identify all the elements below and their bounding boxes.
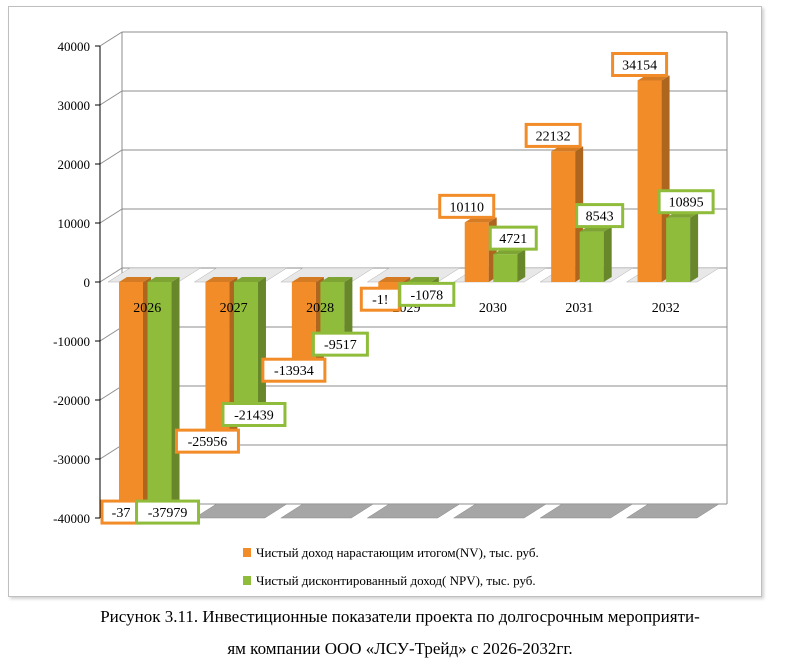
gridline-depth	[99, 444, 123, 460]
bar-npv-2028-front	[320, 282, 345, 339]
bar-npv-2031-front	[579, 231, 604, 282]
bar-nv-2026	[119, 277, 152, 507]
data-label-nv-2031: 22132	[536, 129, 571, 144]
bar-nv-2032	[637, 75, 670, 283]
data-label-npv-2027: -21439	[234, 408, 274, 423]
data-label-npv-2032: 10895	[669, 196, 704, 211]
floor-segment	[366, 503, 461, 519]
bar-npv-2030-side	[517, 249, 526, 282]
bar-npv-2027-side	[257, 277, 266, 409]
data-label-nv-2031-box	[524, 122, 582, 148]
bar-npv-2031-side	[603, 226, 612, 282]
legend-label-npv: Чистый дисконтированный доход( NPV), тыс…	[256, 573, 536, 588]
bar-npv-2027-top	[233, 277, 266, 282]
x-tick-label: 2032	[652, 301, 680, 316]
gridline-depth	[99, 31, 123, 47]
data-label-nv-2028: -13934	[274, 364, 314, 379]
legend-swatch-npv	[243, 576, 251, 585]
floor-segment	[539, 503, 634, 519]
bar-npv-2030-front	[493, 254, 518, 282]
floor-segment	[279, 503, 375, 519]
bar-nv-2031-front	[551, 151, 576, 282]
data-label-npv-2031-box	[575, 203, 625, 229]
bar-nv-2026-front	[119, 282, 144, 507]
y-tick-label: -20000	[53, 393, 90, 408]
bar-npv-2032-side	[690, 212, 699, 282]
bar-nv-2026-top	[119, 277, 152, 282]
bar-npv-2029-top	[406, 277, 439, 282]
y-tick-label: -40000	[53, 511, 90, 526]
bar-nv-2032-front	[637, 80, 662, 283]
y-tick-label: 20000	[58, 157, 91, 172]
data-label-nv-2027: -25956	[188, 435, 228, 450]
data-label-npv-2032-box	[657, 189, 715, 215]
legend-label-nv: Чистый доход нарастающим итогом(NV), тыс…	[256, 545, 539, 560]
bar-npv-2026	[147, 277, 180, 507]
figure-caption-line-2: ям компании ООО «ЛСУ-Трейд» с 2026-2032г…	[227, 639, 573, 658]
data-label-nv-2027-box	[174, 428, 240, 454]
gridline-depth	[99, 267, 123, 283]
bar-npv-2028-side	[344, 277, 353, 339]
bar-nv-2030-front	[464, 222, 489, 282]
bar-npv-2027-front	[233, 282, 258, 409]
bar-nv-2027-top	[205, 277, 238, 282]
x-tick-label: 2030	[479, 301, 507, 316]
y-tick-label: 30000	[58, 98, 91, 113]
data-label-nv-2029: -1!	[372, 293, 388, 308]
data-label-npv-2030-box	[488, 225, 538, 251]
bar-nv-2028-front	[291, 282, 316, 365]
data-label-nv-2026: -37	[112, 506, 131, 521]
bar-npv-2026-top	[147, 277, 180, 282]
x-tick-label: 2028	[306, 301, 334, 316]
axis-layer: 40000 30000 20000 10000 0 -10000 -20000 -30000 -…	[53, 39, 101, 526]
data-label-nv-2030: 10110	[449, 200, 483, 215]
bar-npv-2030	[493, 249, 526, 282]
y-tick-label: 0	[84, 275, 91, 290]
data-label-npv-2029-box	[398, 281, 456, 307]
gridline-depth	[99, 149, 123, 165]
gridline-depth	[99, 90, 123, 106]
floor-segment	[452, 503, 548, 519]
data-label-npv-2030: 4721	[499, 232, 527, 247]
data-label-nv-2030-box	[438, 193, 496, 219]
bar-npv-2032-front	[666, 217, 691, 282]
data-label-nv-2028-box	[261, 357, 327, 383]
data-label-npv-2028: -9517	[324, 338, 357, 353]
gridline-depth	[99, 326, 123, 342]
data-label-npv-2027-box	[221, 401, 287, 427]
floor-segment	[625, 503, 720, 519]
bar-npv-2027	[233, 277, 266, 409]
bar-npv-2028-top	[320, 277, 353, 282]
y-tick-label: 40000	[58, 39, 91, 54]
y-tick-label: -10000	[53, 334, 90, 349]
bar-npv-2031	[579, 226, 612, 282]
gridline-depth	[99, 385, 123, 401]
floor-segment	[193, 503, 288, 519]
bar-nv-2029-top	[378, 277, 411, 282]
data-label-npv-2026: -37979	[148, 506, 188, 521]
figure-caption-line-1: Рисунок 3.11. Инвестиционные показатели …	[100, 607, 700, 626]
bar-npv-2032	[666, 212, 699, 282]
legend: Чистый доход нарастающим итогом(NV), тыс…	[243, 545, 539, 588]
bar-nv-2031	[551, 146, 584, 282]
data-label-npv-2026-box	[135, 499, 201, 525]
data-label-npv-2031: 8543	[586, 210, 614, 225]
gridline-depth	[99, 208, 123, 224]
data-label-nv-2032-box	[611, 51, 669, 77]
bar-npv-2026-front	[147, 282, 172, 507]
x-tick-label: 2026	[133, 301, 161, 316]
bar-chart: 40000 30000 20000 10000 0 -10000 -20000 -30000 -…	[53, 31, 728, 588]
data-label-layer: 2026-37 -379792027-25956-214392028-13934-…	[100, 51, 715, 525]
legend-swatch-nv	[243, 548, 251, 557]
data-label-npv-2029: -1078	[410, 288, 443, 303]
data-label-nv-2032: 34154	[622, 58, 657, 73]
y-tick-label: 10000	[58, 216, 91, 231]
y-tick-label: -30000	[53, 452, 90, 467]
x-tick-label: 2027	[220, 301, 248, 316]
x-tick-label: 2031	[565, 301, 593, 316]
data-label-npv-2028-box	[311, 331, 369, 357]
bar-npv-2026-side	[171, 277, 180, 507]
bar-nv-2028-top	[291, 277, 324, 282]
bar-npv-2028	[320, 277, 353, 339]
